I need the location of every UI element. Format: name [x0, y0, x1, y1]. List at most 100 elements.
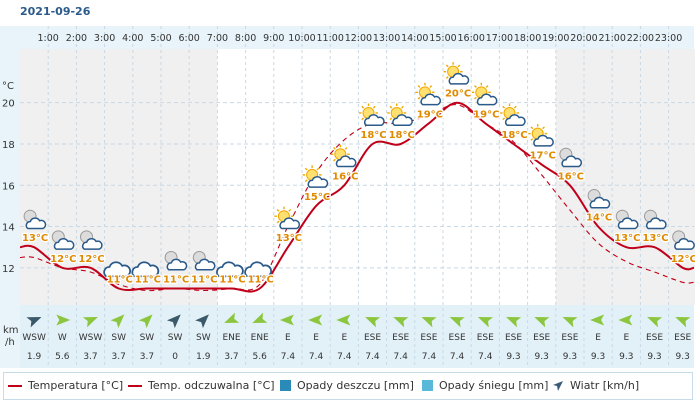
sun-ray — [457, 64, 461, 68]
cloud-shape — [617, 217, 639, 230]
hour-label: 14:00 — [401, 33, 428, 44]
wind-speed-label: 9.3 — [619, 352, 633, 362]
temperature-label: 11°C — [219, 274, 245, 285]
temperature-label: 11°C — [163, 274, 189, 285]
wind-arrow-icon — [421, 316, 437, 328]
wind-arrow-shape — [477, 316, 493, 328]
moon-cloud-icon — [644, 209, 667, 230]
sun-ray — [445, 64, 449, 68]
wind-speed-label: 9.3 — [563, 352, 577, 362]
sun-cloud-icon — [359, 103, 385, 126]
wind-speed-label: 9.3 — [506, 352, 520, 362]
sun-cloud-icon — [415, 82, 442, 106]
wind-arrow-icon — [618, 314, 633, 326]
sun-ray — [361, 105, 365, 109]
wind-speed-label: 7.4 — [478, 352, 493, 362]
cloud-shape — [420, 93, 442, 106]
wind-direction-label: ESE — [477, 333, 494, 343]
moon-cloud-icon — [51, 230, 75, 250]
wind-arrow-icon — [110, 314, 125, 329]
wind-direction-label: E — [313, 333, 319, 343]
wind-speed-label: 9.3 — [535, 352, 549, 362]
wind-direction-label: W — [58, 333, 67, 343]
wind-arrow-icon — [138, 314, 153, 329]
moon-cloud-icon — [164, 250, 188, 271]
cloud-shape — [476, 93, 498, 106]
wind-speed-label: 7.4 — [422, 352, 437, 362]
legend-item-wind[interactable]: Wiatr [km/h] — [552, 379, 639, 392]
wind-arrow-shape — [82, 316, 98, 328]
legend: Temperatura [°C] Temp. odczuwalna [°C] O… — [3, 372, 693, 400]
wind-arrow-icon — [336, 314, 351, 326]
chart-date: 2021-09-26 — [20, 5, 91, 18]
hour-label: 1:00 — [38, 33, 59, 44]
moon-cloud-icon — [23, 209, 47, 230]
cloud-shape — [307, 176, 329, 188]
hour-label: 9:00 — [263, 33, 284, 44]
wind-arrow-icon — [82, 316, 98, 328]
wind-arrow-shape — [647, 316, 663, 328]
sun-ray — [485, 85, 489, 88]
hour-label: 19:00 — [542, 33, 569, 44]
wind-arrow-shape — [26, 316, 42, 328]
wind-speed-label: 9.3 — [591, 352, 605, 362]
cloud-shape — [645, 217, 667, 230]
sun-ray — [502, 105, 506, 109]
sun-ray — [417, 85, 421, 88]
sun-ray — [530, 138, 534, 141]
feels-like-line — [19, 104, 695, 292]
temperature-label: 12°C — [671, 254, 695, 265]
wind-arrow-icon — [166, 314, 181, 329]
wind-direction-label: SW — [196, 333, 211, 343]
temperature-label: 18°C — [501, 130, 527, 141]
cloud-shape — [25, 217, 47, 230]
feels-like-swatch — [128, 384, 142, 387]
sun-cloud-icon — [471, 82, 498, 106]
wind-arrow-icon — [590, 314, 605, 326]
wind-speed-label: 7.4 — [394, 352, 409, 362]
temperature-label: 13°C — [614, 233, 640, 244]
wind-arrow-icon — [449, 316, 465, 328]
wind-direction-label: WSW — [22, 333, 46, 343]
wind-arrow-shape — [675, 316, 691, 328]
cloud-shape — [363, 114, 385, 126]
hour-label: 7:00 — [207, 33, 228, 44]
wind-arrow-icon — [56, 314, 71, 326]
cloud-shape — [448, 72, 470, 85]
wind-arrow-icon — [562, 316, 578, 328]
wind-unit-km: km — [3, 325, 19, 336]
sun-ray — [389, 117, 393, 121]
weather-chart: 1:00 2:00 3:00 4:00 5:00 6:00 7:00 8:00 9:00 10:0… — [0, 26, 695, 368]
wind-direction-label: WSW — [79, 333, 103, 343]
wind-speed-label: 7.4 — [309, 352, 324, 362]
sun-ray — [417, 96, 421, 100]
sun-ray — [344, 147, 348, 150]
wind-unit-h: /h — [5, 337, 15, 348]
wind-speed-label: 3.7 — [140, 352, 154, 362]
temperature-label: 13°C — [22, 233, 48, 244]
cloud-icon — [103, 261, 131, 278]
wind-arrow-shape — [279, 314, 294, 326]
hour-label: 16:00 — [458, 33, 485, 44]
sun-cloud-icon — [528, 124, 554, 147]
wind-direction-label: E — [595, 333, 601, 343]
wind-arrow-shape — [393, 316, 409, 328]
wind-direction-label: ESE — [505, 333, 522, 343]
wind-arrow-icon — [477, 316, 493, 328]
temperature-label: 13°C — [642, 233, 668, 244]
hour-label: 12:00 — [345, 33, 372, 44]
night-band — [668, 49, 695, 305]
moon-cloud-icon — [80, 230, 103, 250]
cloud-shape — [589, 196, 611, 209]
sun-ray — [389, 105, 393, 109]
wind-direction-label: ESE — [674, 333, 691, 343]
sun-cloud-icon — [500, 103, 526, 126]
wind-direction-label: E — [623, 333, 629, 343]
cloud-shape — [533, 134, 554, 147]
temperature-label: 11°C — [135, 274, 161, 285]
legend-item-rain[interactable]: Opady deszczu [mm] — [280, 379, 414, 392]
legend-item-snow[interactable]: Opady śniegu [mm] — [422, 379, 548, 392]
legend-item-temperature[interactable]: Temperatura [°C] — [8, 379, 123, 392]
sun-ray — [304, 167, 308, 171]
legend-item-feels-like[interactable]: Temp. odczuwalna [°C] — [128, 379, 275, 392]
